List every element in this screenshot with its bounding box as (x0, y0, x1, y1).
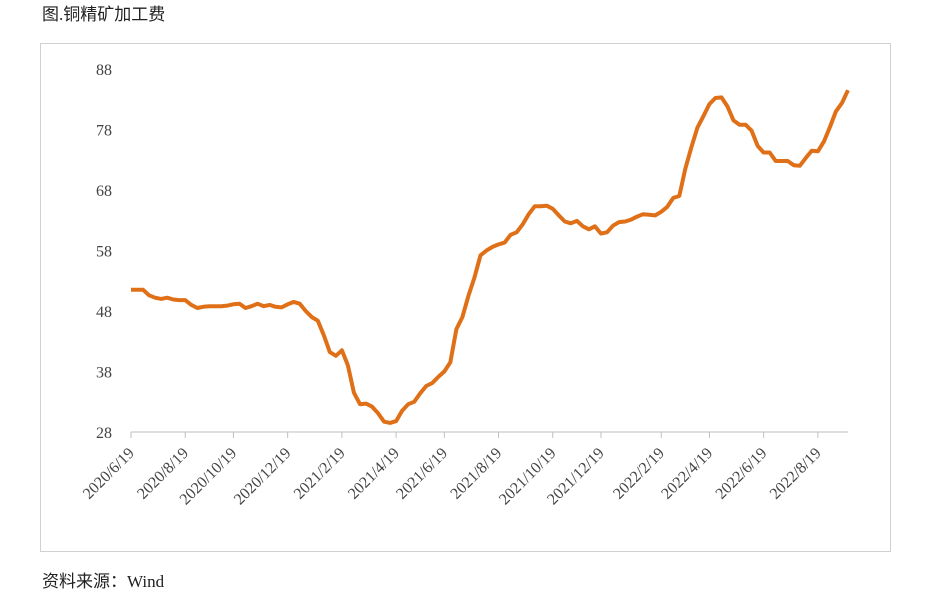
x-tick-label: 2021/4/19 (345, 445, 403, 503)
chart-title: 图.铜精矿加工费 (42, 5, 165, 24)
chart-frame (40, 43, 891, 552)
x-tick-label: 2020/6/19 (80, 445, 138, 503)
x-tick-label: 2022/6/19 (713, 445, 771, 503)
x-tick-label: 2021/8/19 (447, 445, 505, 503)
y-tick-label: 88 (96, 62, 112, 79)
y-tick-label: 28 (96, 425, 112, 442)
x-tick-label: 2022/2/19 (610, 445, 668, 503)
y-tick-label: 78 (96, 123, 112, 140)
y-tick-label: 68 (96, 183, 112, 200)
source-note: 资料来源：Wind (42, 572, 165, 591)
data-line (131, 89, 850, 425)
x-tick-label: 2021/2/19 (291, 445, 349, 503)
x-tick-label: 2022/4/19 (658, 445, 716, 503)
x-tick-label: 2022/8/19 (767, 445, 825, 503)
y-tick-label: 48 (96, 304, 112, 321)
y-tick-label: 58 (96, 244, 112, 261)
y-tick-label: 38 (96, 365, 112, 382)
x-tick-label: 2020/12/19 (231, 445, 295, 509)
x-tick-label: 2021/6/19 (393, 445, 451, 503)
